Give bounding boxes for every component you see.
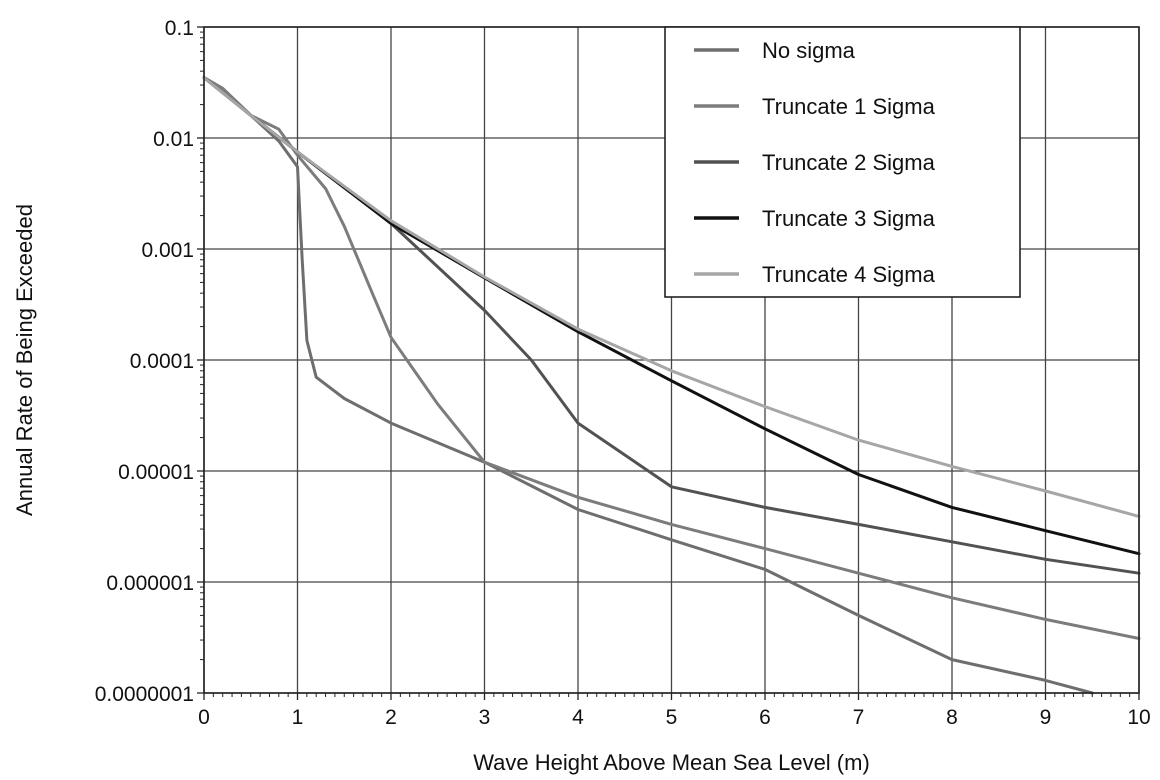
series-lines: [202, 76, 1141, 695]
x-tick-label: 8: [946, 706, 958, 729]
legend-label: Truncate 4 Sigma: [762, 262, 936, 287]
y-tick-label: 0.0000001: [95, 683, 194, 706]
x-tick-label: 1: [292, 706, 304, 729]
x-tick-label: 4: [572, 706, 584, 729]
x-tick-label: 0: [198, 706, 210, 729]
y-tick-label: 0.00001: [118, 461, 194, 484]
legend-label: No sigma: [762, 38, 856, 63]
x-tick-label: 6: [759, 706, 771, 729]
y-axis-label: Annual Rate of Being Exceeded: [12, 204, 37, 516]
x-tick-label: 5: [666, 706, 678, 729]
y-tick-label: 0.0001: [130, 350, 194, 373]
x-tick-label: 9: [1040, 706, 1052, 729]
x-axis-ticks: 0 1 2 3 4 5 6 7 8 9 10: [198, 693, 1151, 729]
legend-label: Truncate 2 Sigma: [762, 150, 936, 175]
x-tick-label: 10: [1127, 706, 1150, 729]
x-tick-label: 7: [853, 706, 865, 729]
y-tick-label: 0.01: [153, 128, 194, 151]
y-tick-label: 0.000001: [106, 572, 194, 595]
legend-label: Truncate 3 Sigma: [762, 206, 936, 231]
x-tick-label: 2: [385, 706, 397, 729]
x-axis-label: Wave Height Above Mean Sea Level (m): [473, 750, 870, 775]
series-line-truncate-1-sigma: [202, 76, 1141, 640]
legend: No sigma Truncate 1 Sigma Truncate 2 Sigma…: [664, 26, 1021, 298]
y-tick-label: 0.001: [141, 239, 194, 262]
series-line-truncate-4-sigma: [202, 76, 1141, 518]
series-line-no-sigma: [202, 76, 1094, 695]
y-tick-label: 0.1: [165, 17, 194, 40]
x-tick-label: 3: [479, 706, 491, 729]
legend-label: Truncate 1 Sigma: [762, 94, 936, 119]
y-axis-ticks: 0.1 0.01 0.001 0.0001 0.00001 0.000001 0.00000…: [95, 17, 204, 706]
